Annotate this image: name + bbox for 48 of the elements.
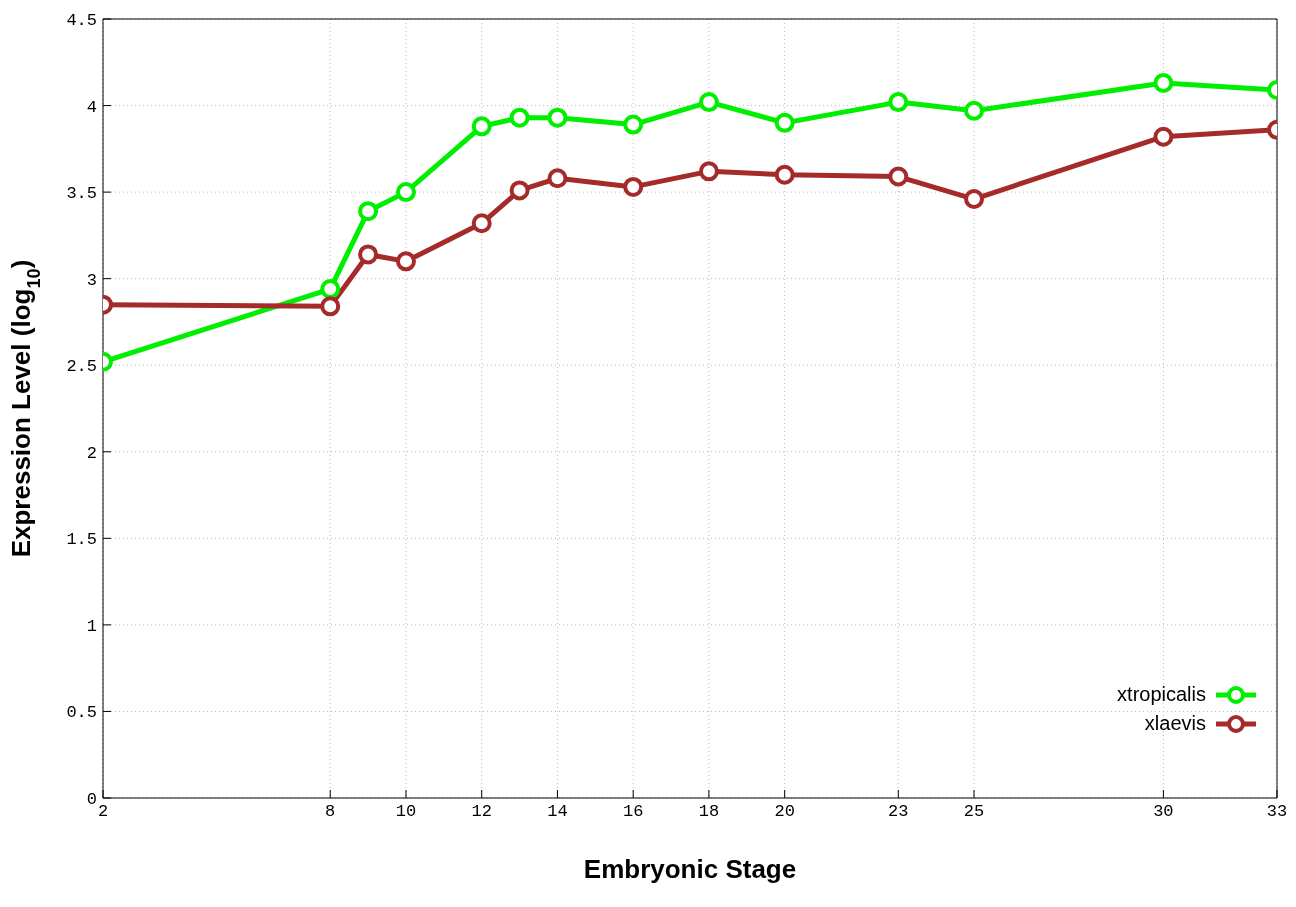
x-axis-title: Embryonic Stage [583, 854, 797, 884]
y-tick-label: 1 [86, 616, 97, 636]
x-tick-label: 18 [698, 802, 720, 822]
x-tick-label: 16 [622, 802, 644, 822]
y-tick-label: 2.5 [66, 357, 97, 377]
point [698, 161, 719, 182]
x-tick-label: 8 [325, 802, 336, 822]
legend-label: xlaevis [1144, 712, 1206, 735]
y-tick-label: 3 [86, 270, 97, 290]
point [964, 100, 985, 121]
point [1153, 126, 1174, 147]
x-tick-label: 23 [888, 802, 909, 822]
point [509, 180, 530, 201]
point [320, 296, 341, 317]
point [964, 189, 985, 210]
point [395, 182, 416, 203]
x-tick-label: 12 [471, 802, 492, 822]
point [358, 244, 379, 265]
x-tick-label: 30 [1153, 802, 1174, 822]
point [774, 164, 795, 185]
x-tick-label: 14 [547, 802, 568, 822]
point [320, 279, 341, 300]
x-tick-label: 33 [1266, 802, 1288, 822]
y-tick-label: 3.5 [66, 184, 97, 204]
point [774, 112, 795, 133]
y-tick-label: 2 [86, 443, 97, 463]
point [698, 92, 719, 113]
x-tick-label: 25 [963, 802, 985, 822]
point [509, 107, 530, 128]
y-tick-label: 1.5 [66, 530, 97, 550]
point [888, 166, 909, 187]
point [1153, 73, 1174, 94]
y-tick-label: 4.5 [66, 11, 97, 31]
point [623, 114, 644, 135]
legend-label: xtropicalis [1117, 683, 1206, 706]
x-tick-label: 10 [395, 802, 417, 822]
point [888, 92, 909, 113]
point [471, 213, 492, 234]
point [547, 168, 568, 189]
y-tick-label: 4 [86, 97, 97, 117]
point [547, 107, 568, 128]
x-tick-label: 20 [774, 802, 795, 822]
y-tick-label: 0 [86, 790, 97, 810]
point [471, 116, 492, 137]
point [358, 201, 379, 222]
point [395, 251, 416, 272]
y-tick-label: 0.5 [66, 703, 97, 723]
point [623, 176, 644, 197]
